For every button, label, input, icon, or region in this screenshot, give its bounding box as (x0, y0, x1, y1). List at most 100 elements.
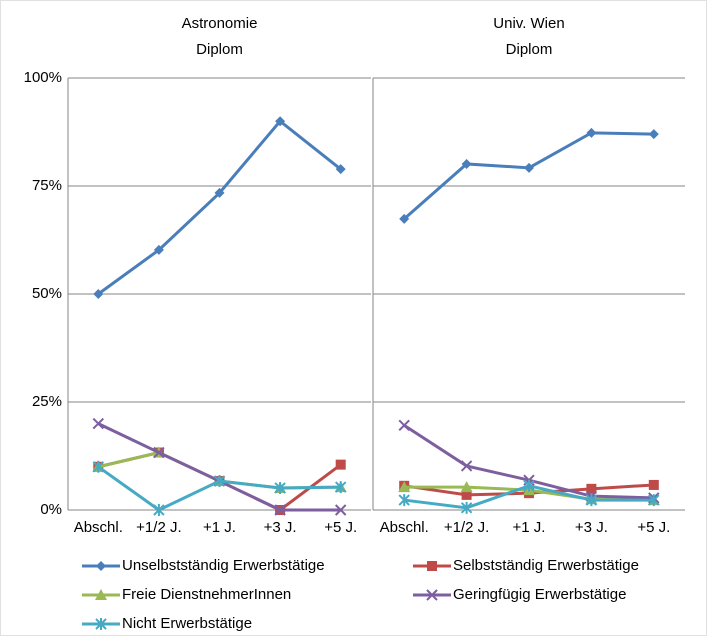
legend-marker (96, 561, 106, 571)
marker (334, 481, 347, 494)
marker (460, 460, 473, 472)
point (398, 419, 410, 432)
point (524, 162, 534, 173)
marker (92, 417, 105, 430)
marker (461, 489, 472, 500)
legend-label: Selbstständig Erwerbstätige (453, 557, 639, 574)
marker (427, 561, 437, 571)
marker (214, 187, 225, 198)
point (648, 479, 659, 490)
marker (213, 475, 226, 488)
point (92, 417, 105, 430)
marker (92, 460, 105, 473)
marker (460, 501, 473, 514)
point (586, 127, 597, 138)
marker (398, 419, 410, 432)
marker (398, 481, 411, 493)
legend-item: Freie DienstnehmerInnen (82, 586, 291, 603)
marker (95, 589, 107, 600)
marker (275, 116, 286, 127)
marker (648, 479, 659, 490)
legend-label: Nicht Erwerbstätige (122, 615, 252, 632)
point (274, 504, 286, 516)
point (334, 481, 347, 494)
marker (335, 164, 346, 175)
chart-title: Univ. Wien Diplom (493, 15, 564, 58)
marker (153, 504, 165, 516)
point (214, 187, 225, 198)
marker (399, 213, 410, 224)
point (213, 475, 226, 488)
legend-label: Freie DienstnehmerInnen (122, 586, 291, 603)
x-tick-label: +5 J. (637, 519, 670, 536)
point (398, 494, 410, 507)
marker (586, 127, 597, 138)
x-tick-label: +5 J. (324, 519, 357, 536)
point (398, 481, 411, 493)
legend-marker (95, 589, 107, 600)
point (153, 446, 165, 459)
point (523, 479, 535, 492)
legend-marker (427, 561, 437, 571)
chart-title: Astronomie Diplom (182, 15, 258, 58)
point (335, 459, 346, 470)
marker (461, 158, 472, 169)
point (153, 244, 164, 255)
marker (274, 481, 286, 494)
marker (95, 618, 107, 630)
y-tick-label: 25% (32, 393, 62, 410)
x-tick-label: +1 J. (203, 519, 236, 536)
x-tick-label: +1/2 J. (444, 519, 489, 536)
marker (523, 479, 535, 492)
legend-label: Geringfügig Erwerbstätige (453, 586, 626, 603)
marker (96, 561, 106, 571)
legend-marker (426, 589, 438, 601)
point (648, 129, 659, 140)
marker (274, 504, 286, 516)
point (335, 164, 346, 175)
marker (648, 129, 659, 140)
marker (93, 289, 104, 299)
marker (524, 162, 534, 173)
marker (586, 483, 597, 494)
point (460, 481, 473, 493)
legend-item: Selbstständig Erwerbstätige (413, 557, 639, 574)
point (460, 501, 473, 514)
point (274, 481, 286, 494)
x-tick-label: Abschl. (380, 519, 429, 536)
marker (334, 504, 347, 516)
y-tick-label: 50% (32, 285, 62, 302)
marker (153, 244, 164, 255)
point (275, 116, 286, 127)
point (460, 460, 473, 472)
y-tick-label: 75% (32, 177, 62, 194)
legend-item: Geringfügig Erwerbstätige (413, 586, 626, 603)
legend-item: Nicht Erwerbstätige (82, 615, 252, 632)
y-tick-label: 0% (40, 501, 62, 518)
legend-item: Unselbstständig Erwerbstätige (82, 557, 325, 574)
marker (153, 446, 165, 459)
x-tick-label: +3 J. (575, 519, 608, 536)
marker (460, 481, 473, 493)
marker (335, 459, 346, 470)
marker (398, 494, 410, 507)
point (334, 504, 347, 516)
legend-marker (95, 618, 107, 630)
marker (648, 494, 660, 507)
marker (585, 494, 598, 507)
point (648, 494, 660, 507)
point (461, 158, 472, 169)
x-tick-label: +3 J. (264, 519, 297, 536)
legend-label: Unselbstständig Erwerbstätige (122, 557, 325, 574)
point (399, 213, 410, 224)
point (585, 494, 598, 507)
x-tick-label: +1/2 J. (136, 519, 181, 536)
point (461, 489, 472, 500)
marker (426, 589, 438, 601)
point (93, 289, 104, 299)
x-tick-label: Abschl. (74, 519, 123, 536)
y-tick-label: 100% (24, 69, 62, 86)
point (586, 483, 597, 494)
